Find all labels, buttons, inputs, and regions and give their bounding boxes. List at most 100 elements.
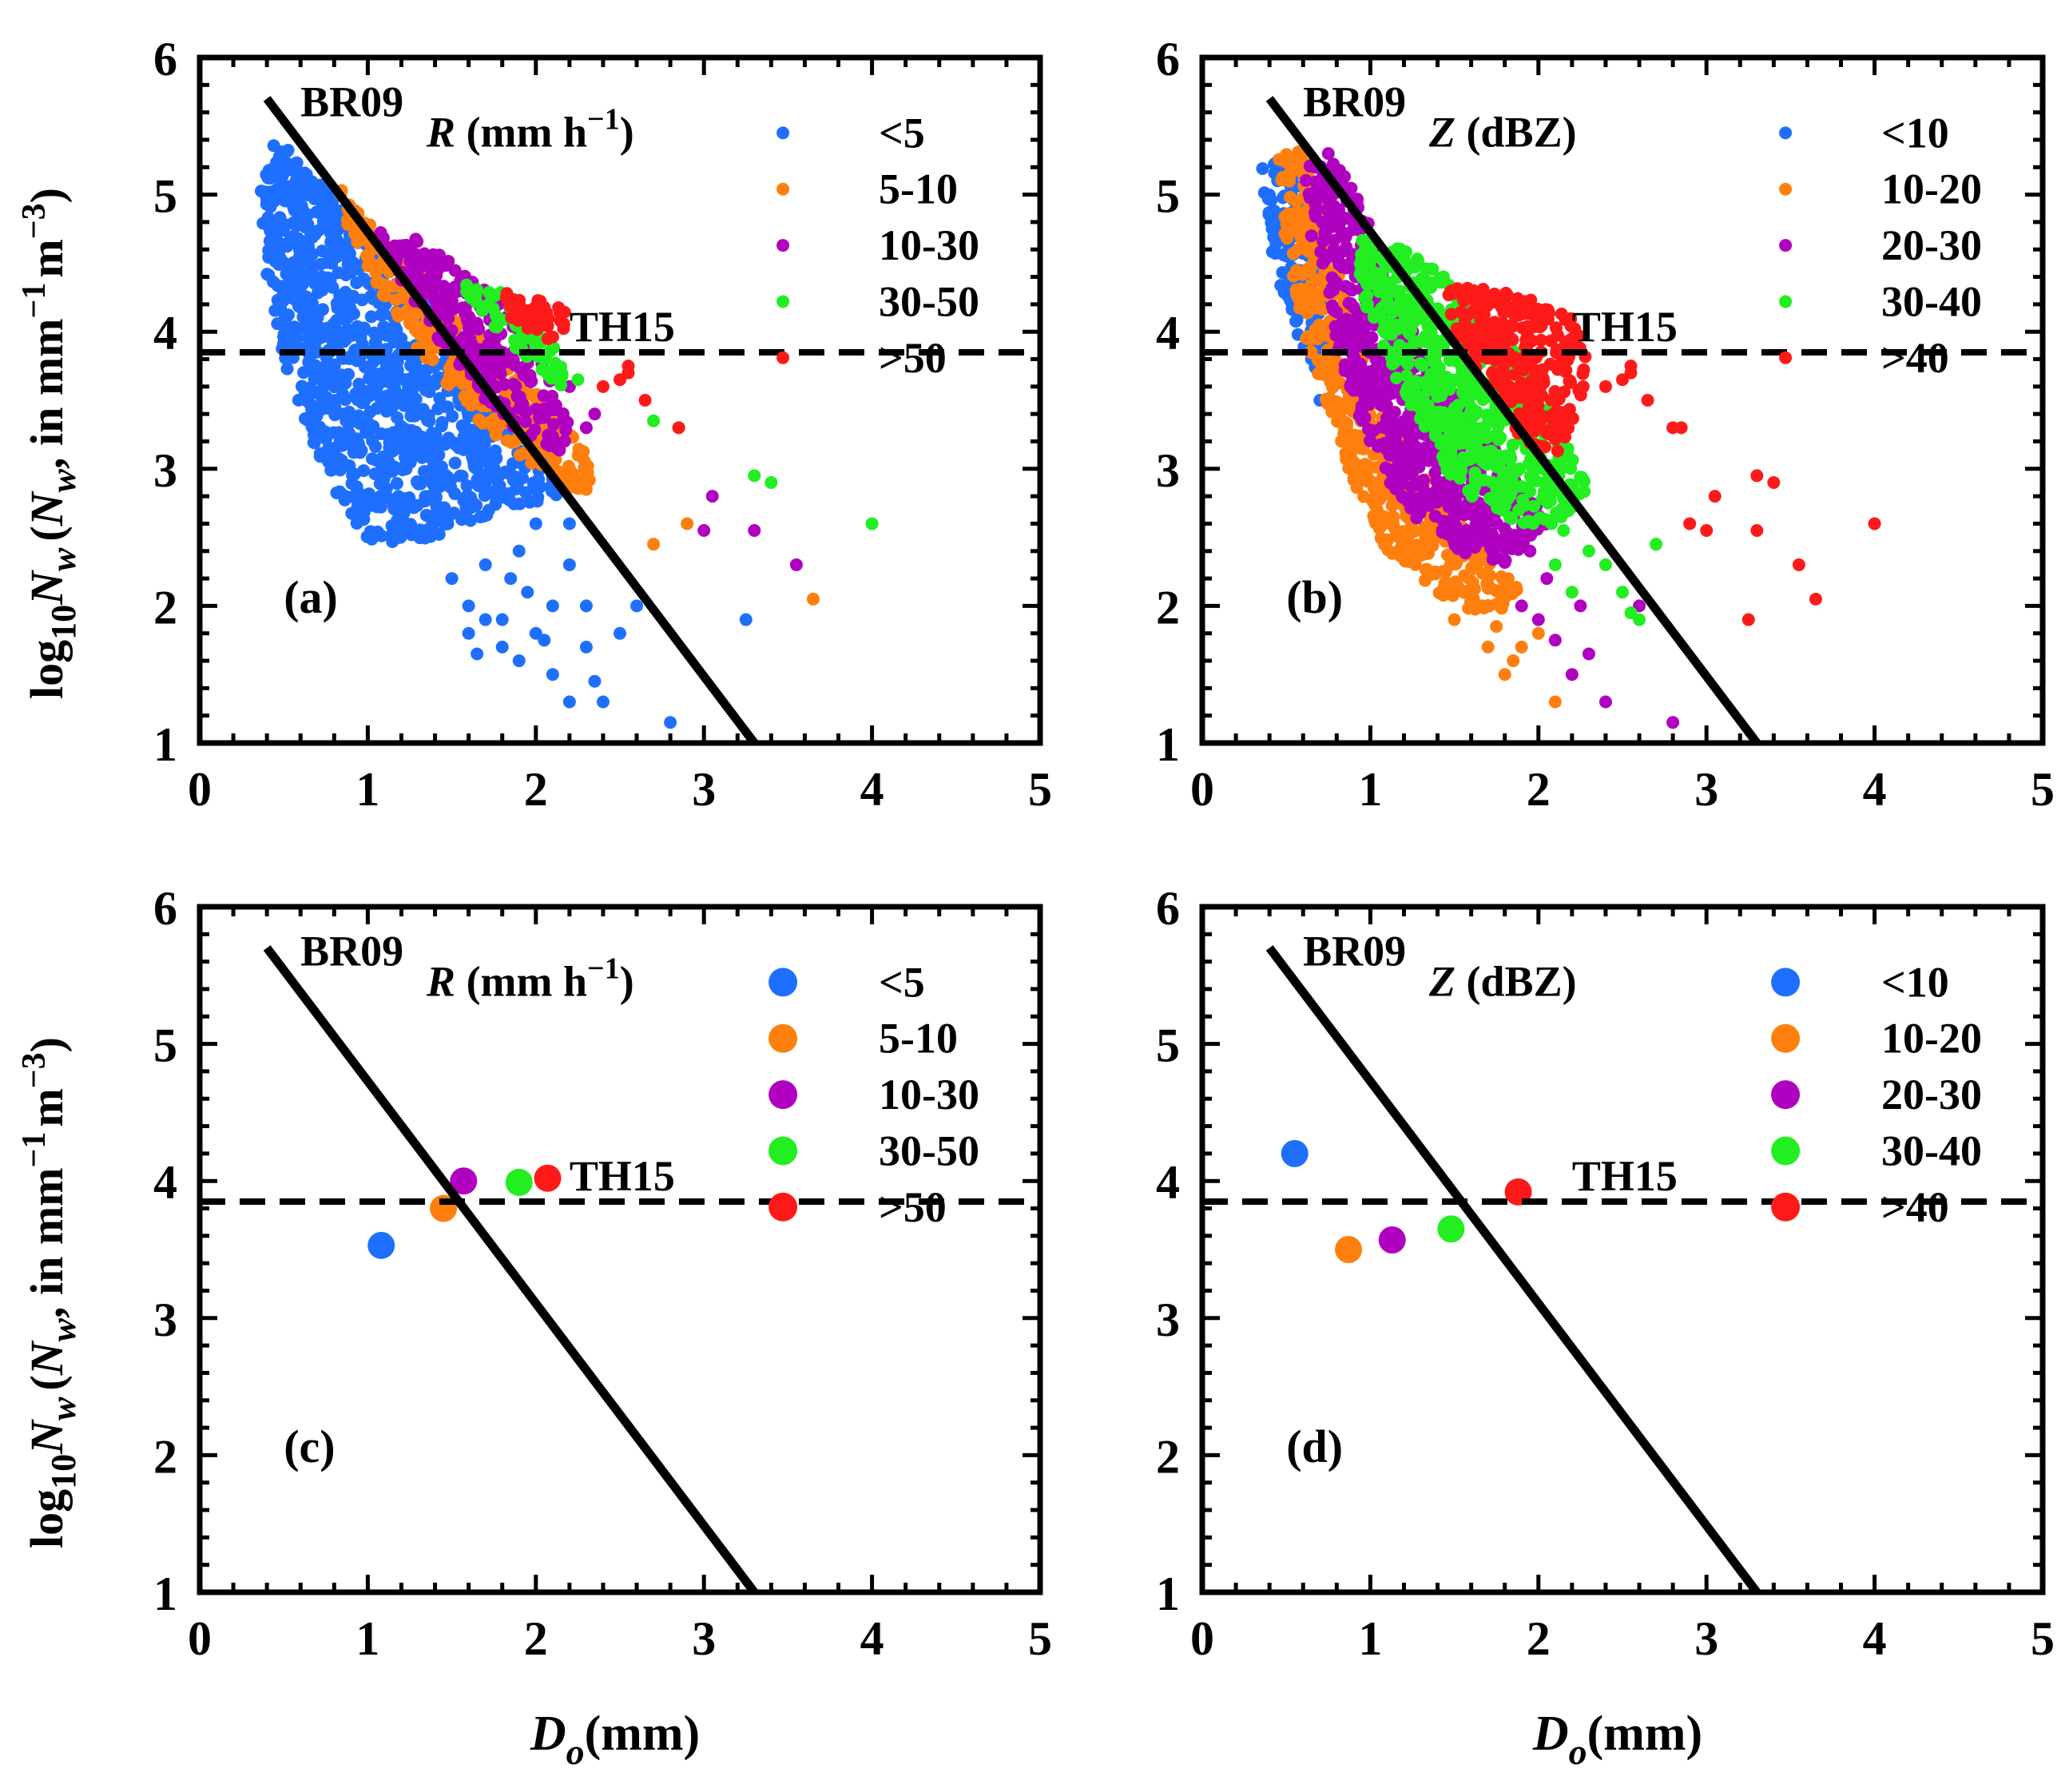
data-point [472,322,486,336]
data-point [1290,205,1304,219]
data-point [482,297,495,311]
legend-label: 30-40 [1881,1126,1982,1174]
y-tick-label: 4 [153,1156,177,1209]
legend-label: 20-30 [1881,221,1982,269]
legend-marker [768,968,798,997]
data-point [1311,332,1324,346]
data-point [562,475,576,489]
data-point [1402,327,1416,340]
data-point [1312,292,1326,305]
data-point [748,469,761,483]
data-point [362,372,375,385]
legend-label: >40 [1881,334,1949,382]
data-point [529,475,542,489]
data-point [308,228,322,241]
data-point [1809,592,1822,606]
data-point [1475,525,1489,538]
data-point [520,312,534,326]
data-point [630,599,644,613]
data-point [1372,285,1386,299]
data-point [336,407,350,421]
data-point [1424,262,1438,276]
data-point [1385,499,1399,512]
br09-label: BR09 [1303,77,1406,125]
data-point [1550,506,1563,519]
data-point [321,271,335,284]
legend-title-unit: (dBZ) [1455,109,1577,157]
data-point [409,425,423,439]
data-point [1425,451,1439,464]
data-point [638,394,652,407]
data-point [1301,330,1314,344]
data-point [1471,328,1484,341]
data-point [1428,466,1442,479]
data-point [1278,227,1292,240]
legend-marker [1771,1080,1801,1110]
data-point [1511,292,1524,305]
data-point [1459,546,1472,560]
data-point [1310,178,1324,192]
data-point [1518,410,1531,423]
data-point [1309,204,1323,217]
data-point [1333,400,1347,414]
legend-label: 10-20 [1881,1015,1982,1063]
data-point [342,417,355,431]
data-point [431,499,444,513]
data-point [367,1231,395,1259]
data-point [495,613,509,626]
data-point [419,490,432,503]
data-point [1708,490,1722,503]
data-point [1481,569,1495,582]
data-point [581,459,594,473]
data-point [459,430,472,443]
y-tick-label: 6 [153,882,177,935]
data-point [280,157,294,170]
data-point [1565,668,1579,681]
data-point [1336,172,1349,185]
svg-text:log10Nw(Nw, in mm−1m−3): log10Nw(Nw, in mm−1m−3) [16,1037,83,1548]
ylabel-m: m [21,1088,73,1126]
data-point [1444,308,1458,321]
data-point [367,326,381,340]
data-point [1372,364,1385,378]
data-point [1456,292,1470,306]
data-point [1505,511,1519,525]
data-point [307,435,320,449]
data-point [1503,448,1516,462]
data-point [346,328,359,342]
data-point [562,517,576,530]
data-point [351,512,365,526]
data-point [327,325,340,339]
y-tick-label: 2 [153,581,177,634]
data-point [376,450,390,463]
data-point [1683,517,1697,530]
ylabel-var2: N [21,1340,73,1376]
data-point [384,401,398,415]
data-point [1498,384,1511,398]
data-point [454,469,467,483]
data-point [505,1168,533,1196]
data-point [546,368,560,382]
data-point [539,405,553,419]
data-point [333,375,347,389]
legend-marker [768,1192,798,1222]
data-point [387,426,400,439]
data-point [276,169,289,183]
data-point [1529,412,1543,426]
data-point [1458,423,1471,436]
data-point [1484,444,1498,458]
data-point [1548,695,1562,709]
series-5 [534,1164,562,1192]
x-tick-label: 5 [1028,763,1052,816]
data-point [621,360,635,373]
x-tick-label: 2 [524,763,548,816]
legend-marker [1771,1192,1801,1222]
data-point [1641,394,1654,407]
data-point [1324,375,1337,389]
data-point [1321,147,1335,161]
data-point [1396,491,1409,504]
xlabel-var: D [1532,1707,1569,1761]
y-tick-label: 3 [153,444,177,497]
series-4 [1437,1215,1465,1243]
